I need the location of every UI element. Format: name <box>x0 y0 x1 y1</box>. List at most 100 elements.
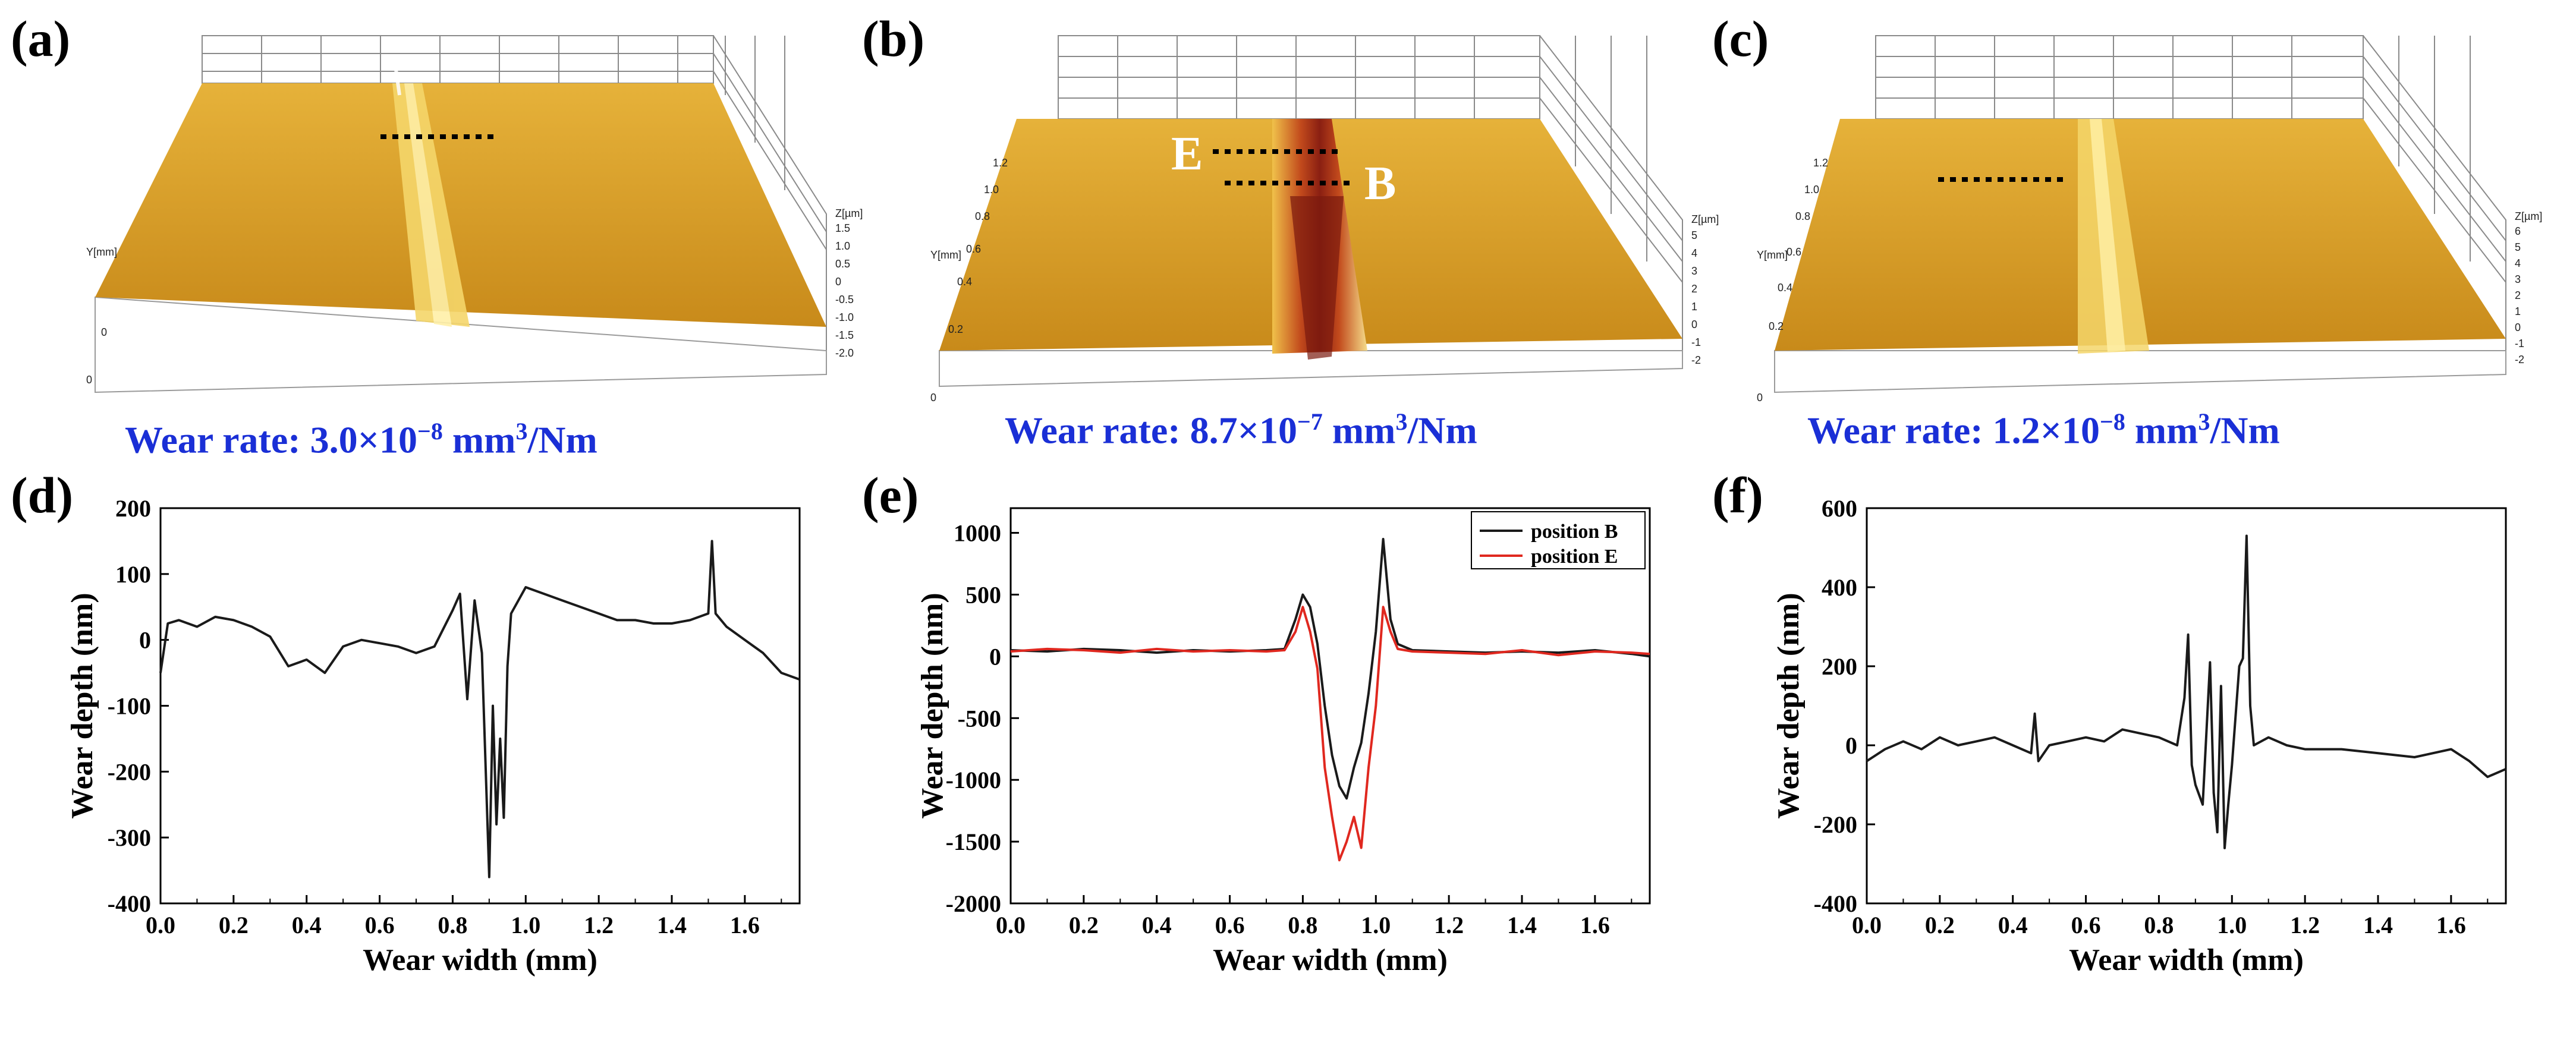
wear-rate-unit-sup: 3 <box>515 418 528 445</box>
wear-rate-unit: mm <box>1322 409 1396 452</box>
legend-entry: position B <box>1531 521 1618 543</box>
wear-rate-prefix: Wear rate: <box>1807 409 1993 452</box>
y-tick-c: 0.8 <box>1795 210 1810 222</box>
y-axis-label-b: Y[mm] <box>930 249 961 261</box>
x-tick-label: 0.2 <box>1069 912 1099 938</box>
y-tick-c: 1.2 <box>1813 157 1828 169</box>
y-tick-b: 1.2 <box>993 157 1008 169</box>
x-tick-label: 1.6 <box>2436 912 2466 938</box>
x-axis-label: Wear width (mm) <box>363 943 597 977</box>
z-axis-label-a: Z[µm] <box>835 207 863 219</box>
wear-rate-unit-sup: 3 <box>1395 408 1408 435</box>
panel-label-a: (a) <box>11 10 71 67</box>
x-tick-label: 0.6 <box>365 912 395 938</box>
x-tick-label: 1.6 <box>1580 912 1610 938</box>
z-tick-c: 0 <box>2515 322 2521 333</box>
wear-rate-unit: mm <box>2125 409 2198 452</box>
x-axis-label: Wear width (mm) <box>2069 943 2304 977</box>
wear-rate-unit-post: /Nm <box>1407 409 1477 452</box>
wear-rate-a: Wear rate: 3.0×10−8 mm3/Nm <box>125 420 597 459</box>
z-tick-a: -2.0 <box>835 347 854 359</box>
z-tick-c: -1 <box>2515 338 2524 349</box>
y-tick-label: -300 <box>108 824 151 851</box>
series-line-profile <box>1866 534 2506 849</box>
y-axis-label-a: Y[mm] <box>86 246 117 258</box>
surface-plot-a: Z[µm] 1.5 1.0 0.5 0 -0.5 -1.0 -1.5 -2.0 … <box>86 35 863 393</box>
y-tick-label: -200 <box>108 758 151 785</box>
base-tick-b: 0 <box>930 392 936 404</box>
x-tick-label: 1.6 <box>730 912 760 938</box>
x-tick-label: 0.8 <box>438 912 467 938</box>
y-tick-label: -2000 <box>946 890 1001 917</box>
y-tick-label: 100 <box>115 561 151 588</box>
surface-base-a <box>95 296 827 393</box>
legend-entry: position E <box>1531 546 1618 568</box>
panel-label-d: (d) <box>11 467 74 524</box>
wear-rate-prefix: Wear rate: <box>125 418 310 461</box>
z-tick-c: -2 <box>2515 354 2524 366</box>
z-tick-a: 1.0 <box>835 240 850 252</box>
z-tick-a: 1.5 <box>835 222 850 234</box>
plot-frame <box>1009 507 1651 905</box>
z-tick-a: -1.0 <box>835 311 854 323</box>
panel-label-e: (e) <box>862 467 919 524</box>
x-tick-label: 0.2 <box>1925 912 1955 938</box>
line-chart-f: 0.0 0.2 0.4 0.6 0.8 1.0 1.2 1.4 1.6 -400 -200 0 200 4… <box>1772 495 2507 977</box>
wear-rate-exponent: −8 <box>417 418 443 445</box>
x-tick-label: 1.4 <box>657 912 687 938</box>
x-tick-label: 0.4 <box>292 912 322 938</box>
y-tick-label: 200 <box>1822 653 1857 680</box>
wear-rate-times: × <box>357 418 380 461</box>
y-axis-label: Wear depth (nm) <box>1772 593 1806 818</box>
y-tick-b: 0.6 <box>966 243 981 255</box>
line-chart-d: 0.0 0.2 0.4 0.6 0.8 1.0 1.2 1.4 1.6 -400 -300 -200 -… <box>65 495 801 977</box>
x-tick-label: 1.0 <box>511 912 540 938</box>
wear-rate-c: Wear rate: 1.2×10−8 mm3/Nm <box>1807 410 2280 449</box>
z-tick-b: 4 <box>1691 247 1697 259</box>
z-tick-b: 0 <box>1691 319 1697 330</box>
panel-label-b: (b) <box>862 10 925 67</box>
y-tick-label: 0 <box>1845 732 1857 759</box>
y-tick-label: 0 <box>989 643 1001 670</box>
x-tick-label: 0.4 <box>1142 912 1172 938</box>
x-tick-label: 1.0 <box>2217 912 2247 938</box>
wear-rate-unit-post: /Nm <box>527 418 597 461</box>
x-tick-label: 0.2 <box>219 912 249 938</box>
wear-rate-mantissa: 3.0 <box>310 418 358 461</box>
y-tick-label: -400 <box>1814 890 1857 917</box>
y-tick-label: 600 <box>1822 495 1857 522</box>
z-axis-label-c: Z[µm] <box>2515 210 2542 222</box>
wear-rate-unit-sup: 3 <box>2198 408 2210 435</box>
surface-plot-c: Z[µm] 6 5 4 3 2 1 0 -1 -2 Y[mm] 1.2 1.0 … <box>1757 35 2542 404</box>
series-line-profile <box>159 540 800 878</box>
y-tick-label: 500 <box>965 581 1001 608</box>
line-chart-e: 0.0 0.2 0.4 0.6 0.8 1.0 1.2 1.4 1.6 -2000 -1500 -10… <box>916 507 1651 977</box>
wear-rate-mantissa: 1.2 <box>1992 409 2040 452</box>
plot-frame <box>159 507 801 905</box>
x-tick-label: 0.8 <box>1288 912 1317 938</box>
y-tick-c: 1.0 <box>1804 184 1819 196</box>
series-line-position-B <box>1010 538 1650 800</box>
z-tick-b: -2 <box>1691 354 1701 366</box>
z-tick-a: 0.5 <box>835 258 850 270</box>
legend-box <box>1471 511 1646 569</box>
x-tick-label: 1.4 <box>2363 912 2393 938</box>
plot-frame <box>1866 507 2507 905</box>
x-tick-label: 1.2 <box>1434 912 1464 938</box>
z-tick-c: 2 <box>2515 289 2521 301</box>
y-tick-label: 200 <box>115 495 151 522</box>
wear-rate-base: 10 <box>379 418 418 461</box>
x-tick-label: 0.0 <box>996 912 1026 938</box>
z-tick-c: 6 <box>2515 225 2521 237</box>
y-tick-label: -1000 <box>946 767 1001 793</box>
y-tick-a: 0 <box>101 326 107 338</box>
y-axis-label: Wear depth (nm) <box>916 593 949 818</box>
z-tick-b: 2 <box>1691 283 1697 295</box>
series-line-position-E <box>1010 606 1650 862</box>
panel-label-f: (f) <box>1712 467 1763 524</box>
wear-rate-b: Wear rate: 8.7×10−7 mm3/Nm <box>1005 410 1477 449</box>
y-tick-c: 0.4 <box>1778 282 1792 294</box>
surface-grid-a <box>202 35 827 363</box>
y-tick-b: 1.0 <box>984 184 999 196</box>
wear-rate-base: 10 <box>1259 409 1298 452</box>
